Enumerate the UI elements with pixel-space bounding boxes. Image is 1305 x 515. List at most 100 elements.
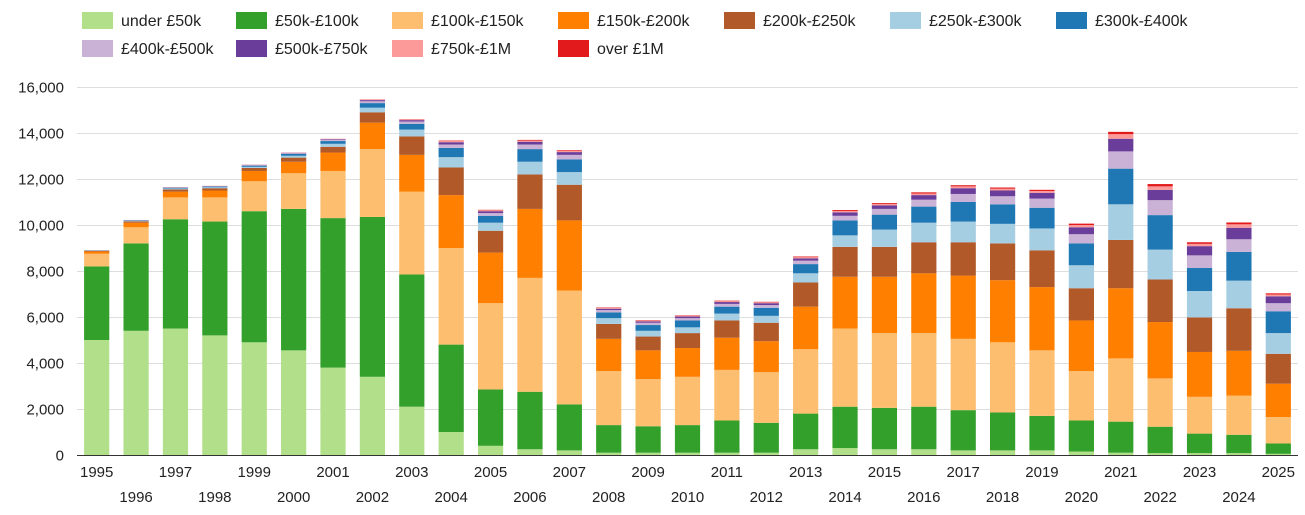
- x-tick-label: 2025: [1262, 464, 1295, 481]
- bar-segment: [281, 153, 306, 154]
- bar-segment: [872, 203, 897, 204]
- bar-segment: [793, 349, 818, 413]
- bar-segment: [951, 188, 976, 194]
- bar-segment: [990, 189, 1015, 191]
- bar-segment: [1266, 454, 1291, 455]
- bar-segment: [320, 140, 345, 141]
- bar-segment: [399, 120, 424, 121]
- x-tick-label: 2014: [828, 489, 861, 506]
- bar-segment: [202, 222, 227, 336]
- bar-segment: [1029, 193, 1054, 199]
- bar-segment: [1069, 225, 1094, 227]
- bar-segment: [439, 142, 464, 144]
- x-tick-label: 2011: [711, 464, 743, 481]
- bar-segment: [1069, 234, 1094, 243]
- bar-segment: [1029, 250, 1054, 287]
- bar-segment: [1108, 134, 1133, 139]
- bar-segment: [1148, 322, 1173, 378]
- bar-segment: [439, 157, 464, 167]
- bar-segment: [1029, 450, 1054, 455]
- bar-segment: [1187, 352, 1212, 397]
- legend-swatch: [82, 12, 113, 29]
- bar-segment: [832, 220, 857, 235]
- bar-segment: [320, 147, 345, 153]
- bar-segment: [951, 185, 976, 186]
- x-tick-label: 2013: [789, 464, 822, 481]
- bar-segment: [675, 317, 700, 319]
- bar-segment: [832, 329, 857, 407]
- bar-segment: [1029, 190, 1054, 191]
- bar-segment: [1187, 268, 1212, 291]
- bar-segment: [281, 209, 306, 350]
- bar-segment: [951, 450, 976, 455]
- bar-segment: [990, 450, 1015, 455]
- bar-segment: [793, 258, 818, 260]
- bar-segment: [714, 338, 739, 370]
- legend-swatch: [236, 12, 267, 29]
- bar-segment: [596, 318, 621, 324]
- bar-segment: [754, 323, 779, 341]
- bar-segment: [360, 217, 385, 377]
- bar-segment: [1029, 350, 1054, 416]
- bar-segment: [990, 412, 1015, 450]
- bar-segment: [478, 210, 503, 211]
- bar-segment: [84, 266, 109, 340]
- bar-segment: [439, 248, 464, 345]
- bar-segment: [557, 172, 582, 185]
- bar-segment: [1226, 308, 1251, 351]
- bar-segment: [439, 195, 464, 248]
- bar-segment: [123, 243, 148, 330]
- bar-segment: [517, 140, 542, 141]
- bar-segment: [320, 144, 345, 147]
- x-tick-label: 2006: [513, 489, 546, 506]
- bar-segment: [911, 242, 936, 273]
- bar-segment: [517, 145, 542, 150]
- bar-segment: [793, 261, 818, 264]
- bar-segment: [832, 211, 857, 212]
- bar-segment: [675, 316, 700, 317]
- bar-segment: [517, 392, 542, 450]
- legend-swatch: [724, 12, 755, 29]
- bar-segment: [320, 153, 345, 171]
- bar-segment: [1187, 242, 1212, 244]
- bar-segment: [1029, 228, 1054, 250]
- bar-segment: [1187, 453, 1212, 455]
- legend-label: £750k-£1M: [431, 41, 511, 58]
- bar-segment: [636, 426, 661, 452]
- bar-segment: [872, 277, 897, 333]
- bar-segment: [439, 168, 464, 196]
- bar-segment: [1226, 396, 1251, 435]
- x-tick-label: 2019: [1025, 464, 1058, 481]
- legend-swatch: [558, 12, 589, 29]
- x-tick-label: 2022: [1143, 489, 1176, 506]
- bar-segment: [754, 303, 779, 305]
- bar-segment: [1069, 288, 1094, 320]
- bar-segment: [84, 254, 109, 267]
- bar-segment: [911, 200, 936, 207]
- bar-segment: [1226, 239, 1251, 252]
- bar-segment: [911, 407, 936, 450]
- bar-segment: [793, 264, 818, 273]
- bar-segment: [281, 350, 306, 455]
- bar-segment: [517, 209, 542, 278]
- x-tick-label: 1997: [159, 464, 192, 481]
- legend-swatch: [236, 40, 267, 57]
- x-tick-label: 2002: [356, 489, 389, 506]
- y-tick-label: 4,000: [26, 356, 64, 373]
- bar-segment: [990, 196, 1015, 204]
- bar-segment: [1226, 224, 1251, 227]
- bar-segment: [202, 191, 227, 198]
- bar-segment: [478, 231, 503, 253]
- bar-segment: [872, 247, 897, 277]
- bar-segment: [557, 220, 582, 290]
- x-tick-label: 2016: [907, 489, 940, 506]
- bar-segment: [793, 273, 818, 282]
- legend-swatch: [890, 12, 921, 29]
- bar-segment: [1187, 434, 1212, 454]
- bar-segment: [242, 167, 267, 168]
- bar-segment: [714, 301, 739, 302]
- bar-segment: [360, 101, 385, 103]
- bar-segment: [557, 291, 582, 405]
- bar-segment: [478, 211, 503, 213]
- legend-swatch: [392, 40, 423, 57]
